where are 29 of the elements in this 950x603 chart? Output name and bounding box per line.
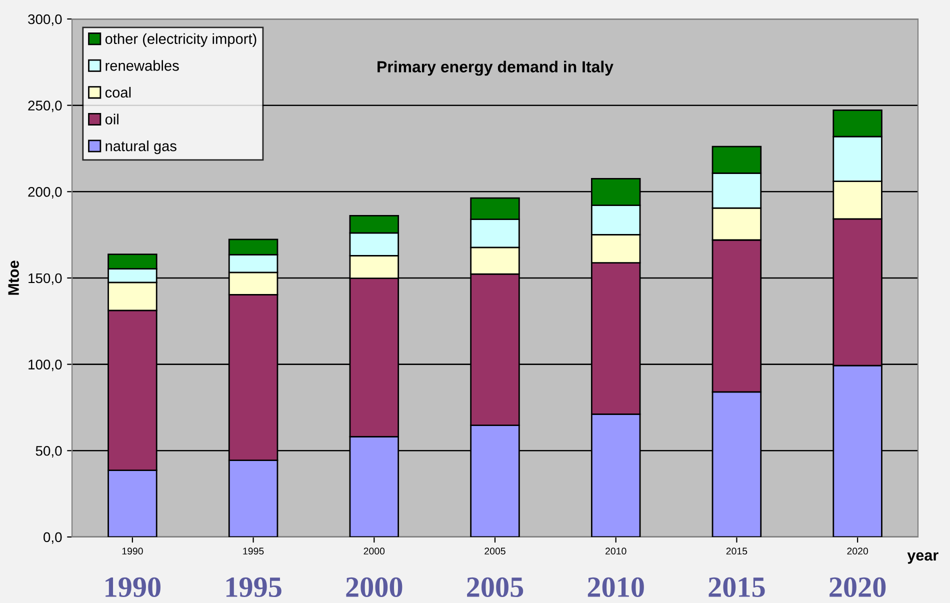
text: 2000 [346,577,402,598]
y-tick-label: 150,0 [28,273,62,285]
y-tick-label: 200,0 [28,186,62,198]
x-tick-label: 1990 [122,548,143,555]
y-axis-title: Mtoe [8,260,19,295]
x-tick-label: 2000 [364,548,385,555]
legend-label: natural gas [106,140,176,154]
x-tick-label: 2015 [726,548,748,555]
y-tick-label: 0,0 [44,532,62,544]
legend-label: oil [105,114,118,124]
text: 2015 [708,577,765,598]
y-tick-label: 250,0 [28,100,62,112]
text: 2005 [467,577,524,598]
x-tick-label: 2010 [606,548,626,555]
x-tick-label: 2020 [847,548,868,555]
y-tick-label: 50,0 [36,446,62,458]
text: 1995 [226,577,282,598]
text: 2020 [830,577,886,598]
x-tick-label: 2005 [484,548,506,555]
y-tick-label: 100,0 [28,360,62,372]
x-tick-label: 1995 [243,548,264,555]
text: Primary energy demand in Italy [378,60,614,76]
legend-label: coal [105,86,131,98]
legend-label: renewables [106,60,179,71]
text: 1990 [106,577,160,598]
x-axis-title: year [907,552,938,564]
text: 2010 [588,577,644,598]
y-tick-label: 300,0 [28,14,62,26]
legend-label: other (electricity import) [105,33,256,47]
